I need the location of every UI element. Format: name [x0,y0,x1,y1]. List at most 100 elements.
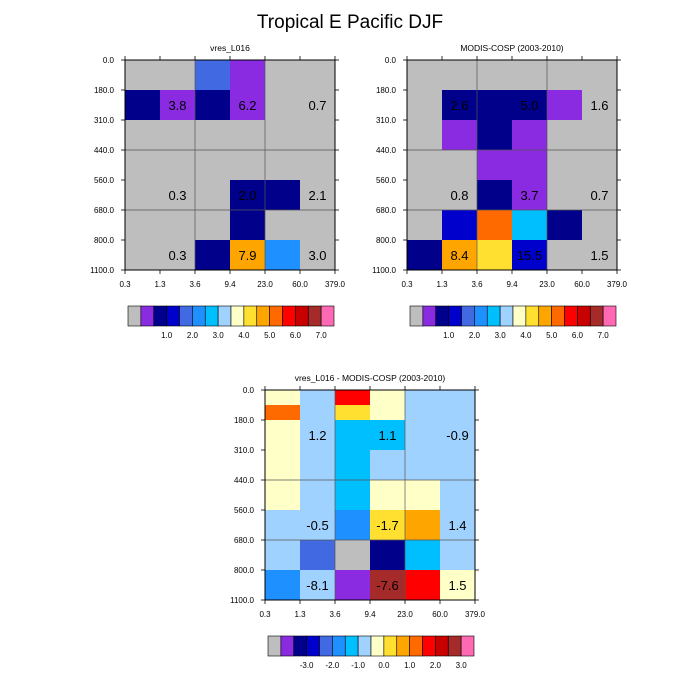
region-value-label: 7.9 [238,248,256,263]
heatmap-cell [300,180,336,211]
colorbar-swatch [256,305,270,327]
heatmap-cell [477,240,513,271]
heatmap-cell [512,180,548,211]
heatmap-cell [300,480,336,511]
colorbar-swatch [307,305,322,327]
heatmap-panel-1: vres_L016 0.0 180.0 310.0 440.0 560.0 680.0 800… [90,43,345,340]
heatmap-cell [300,420,336,451]
heatmap-cell [370,390,406,406]
heatmap-cell [195,120,231,151]
region-value-label: -1.7 [376,518,398,533]
y-tick-label: 0.0 [385,56,397,65]
heatmap-cell [300,210,336,241]
heatmap-cell [335,480,371,511]
region-value-label: 15.5 [517,248,542,263]
x-tick-label: 3.6 [189,280,201,289]
panel-title: vres_L016 - MODIS-COSP (2003-2010) [295,373,446,383]
region-value-label: -0.9 [446,428,468,443]
heatmap-cell [265,390,301,406]
y-tick-label: 1100.0 [90,266,114,275]
region-value-label: 1.4 [448,518,466,533]
heatmap-cell [125,90,161,121]
heatmap-cell [160,210,196,241]
figure-title: Tropical E Pacific DJF [257,12,443,33]
region-value-label: 2.1 [308,188,326,203]
heatmap-cell [405,405,441,421]
colorbar-swatch [295,305,309,327]
y-tick-label: 310.0 [94,116,115,125]
colorbar-swatch [127,305,142,327]
heatmap-cell [195,180,231,211]
x-tick-label: 379.0 [465,610,486,619]
heatmap-cell [265,420,301,451]
heatmap-cell [582,90,618,121]
colorbar-label: 7.0 [598,331,610,340]
x-tick-label: 0.3 [401,280,413,289]
colorbar-swatch [564,305,578,327]
y-tick-label: 680.0 [94,206,115,215]
colorbar-swatch [243,305,258,327]
x-tick-label: 3.6 [329,610,341,619]
heatmap-cell [160,180,196,211]
heatmap-cell [265,480,301,511]
heatmap-cell [477,180,513,211]
heatmap-cell [335,540,371,571]
colorbar-swatch [460,635,475,657]
heatmap-panel-3: vres_L016 - MODIS-COSP (2003-2010) 0.0 180… [230,373,485,670]
heatmap-cell [230,240,266,271]
region-value-label: 5.0 [520,98,538,113]
heatmap-cell [405,510,441,541]
heatmap-cell [440,570,476,601]
colorbar-swatch [370,635,385,657]
colorbar-swatch [383,635,398,657]
y-axis: 0.0 180.0 310.0 440.0 560.0 680.0 800.0 1100.0 [372,56,621,275]
colorbar-swatch [396,635,410,657]
heatmap-cell [265,90,301,121]
heatmap-cell [407,210,443,241]
heatmap-cell [125,60,161,91]
heatmap-cell [370,405,406,421]
heatmap-cells [265,390,476,601]
colorbar-swatch [269,305,283,327]
colorbar-swatch [319,635,333,657]
region-value-label: 6.2 [238,98,256,113]
region-value-label: -7.6 [376,578,398,593]
heatmap-cell [442,60,478,91]
heatmap-cell [512,90,548,121]
heatmap-cell [370,480,406,511]
heatmap-cells [125,60,336,271]
heatmap-cell [440,510,476,541]
colorbar-swatch [192,305,206,327]
heatmap-cell [442,90,478,121]
region-labels: 2.6 5.0 1.6 0.8 3.7 0.7 8.4 15.5 1.5 [450,98,608,263]
x-axis: 0.3 1.3 3.6 9.4 23.0 60.0 379.0 [401,56,628,289]
heatmap-cell [442,150,478,181]
heatmap-cell [370,420,406,451]
heatmap-cell [335,405,371,421]
heatmap-cell [160,120,196,151]
heatmap-cell [370,540,406,571]
x-tick-label: 379.0 [607,280,628,289]
colorbar-swatch [306,635,320,657]
heatmap-cell [405,570,441,601]
heatmap-cell [512,240,548,271]
region-value-label: -8.1 [306,578,328,593]
heatmap-cell [370,450,406,481]
heatmap-cell [300,60,336,91]
colorbar-swatch [538,305,552,327]
colorbar-swatch [217,305,232,327]
heatmap-cell [160,150,196,181]
y-tick-label: 800.0 [94,236,115,245]
heatmap-cell [265,510,301,541]
heatmap-cell [335,510,371,541]
region-value-label: 3.8 [168,98,186,113]
y-tick-label: 310.0 [376,116,397,125]
y-tick-label: 680.0 [376,206,397,215]
heatmap-cell [407,180,443,211]
heatmap-cells [407,60,618,271]
heatmap-cell [440,390,476,406]
x-tick-label: 9.4 [224,280,236,289]
heatmap-cell [265,450,301,481]
x-tick-label: 379.0 [325,280,346,289]
region-value-label: 1.5 [448,578,466,593]
